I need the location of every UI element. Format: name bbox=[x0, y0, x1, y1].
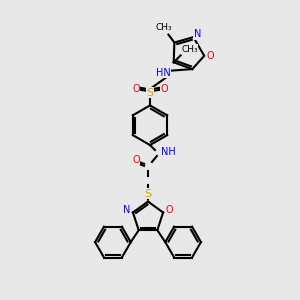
Text: O: O bbox=[132, 155, 140, 165]
Text: O: O bbox=[160, 84, 168, 94]
Text: O: O bbox=[132, 84, 140, 94]
Text: O: O bbox=[206, 51, 214, 61]
Text: CH₃: CH₃ bbox=[181, 45, 198, 54]
Text: O: O bbox=[165, 206, 173, 215]
Text: S: S bbox=[146, 88, 154, 98]
Text: NH: NH bbox=[161, 147, 176, 157]
Text: HN: HN bbox=[155, 68, 170, 78]
Text: N: N bbox=[194, 29, 201, 39]
Text: N: N bbox=[123, 206, 131, 215]
Text: S: S bbox=[145, 189, 152, 199]
Text: CH₃: CH₃ bbox=[155, 23, 172, 32]
